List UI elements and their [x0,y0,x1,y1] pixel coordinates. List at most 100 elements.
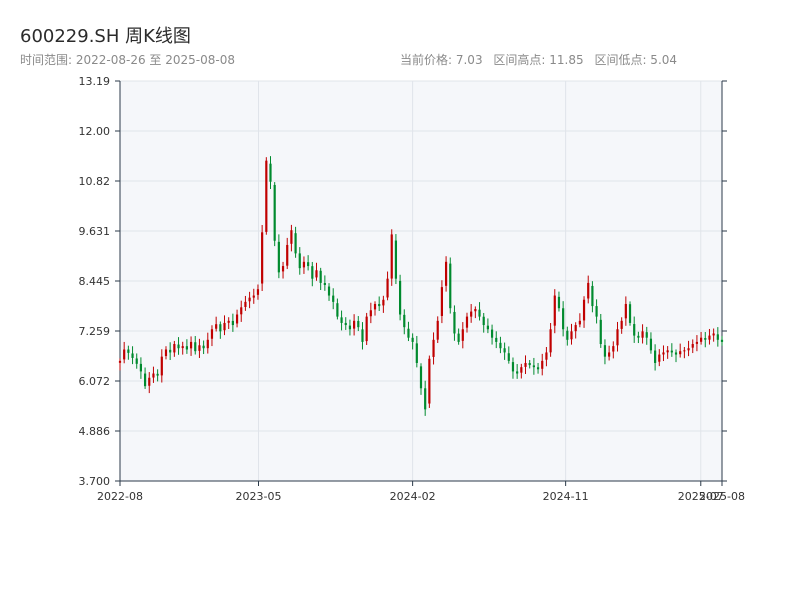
candle-body [357,320,360,328]
candle-body [453,311,456,334]
candle-body [474,309,477,312]
candle-body [557,296,561,309]
candle-body [177,344,180,349]
candle-body [503,348,506,353]
candle-body [248,297,251,302]
candle-body [386,278,389,298]
candle-body [294,233,297,254]
candle-body [532,365,535,368]
candle-body [670,350,673,353]
candle-body [215,324,218,329]
candle-body [290,230,293,244]
candle-body [298,253,301,269]
candle-body [449,263,452,309]
candle-body [628,304,632,323]
candle-body [223,322,226,331]
candle-body [620,320,623,329]
candle-body [444,261,448,286]
y-tick-label: 3.700 [79,475,111,488]
candle-body [160,356,163,376]
candle-body [570,331,573,340]
candle-body [553,295,556,326]
candle-body [574,325,577,332]
y-tick-label: 9.631 [79,225,111,238]
candle-body [261,232,264,284]
candle-body [344,322,347,326]
candle-body [683,350,686,352]
candle-body [415,343,418,363]
candle-body [520,367,523,373]
candle-body [428,358,431,404]
candle-body [633,324,636,336]
candle-body [407,328,410,338]
candle-body [465,316,469,328]
candle-body [269,163,272,182]
candle-body [256,289,260,295]
candle-body [378,303,381,307]
x-tick-label: 2024-11 [543,490,589,503]
candle-body [131,353,134,358]
range-low: 区间低点: 5.04 [594,53,678,67]
candle-body [169,349,172,353]
candle-body [382,299,385,306]
candle-body [164,349,168,357]
candle-body [511,362,515,372]
candle-body [457,333,460,342]
candle-body [490,329,494,338]
candle-body [210,329,214,339]
candle-body [181,346,184,349]
candle-body [507,353,510,361]
candle-body [645,332,648,338]
candle-body [227,320,230,323]
candle-body [403,314,406,328]
y-tick-label: 4.886 [79,425,111,438]
current-price: 当前价格: 7.03 [400,53,483,67]
price-stats: 当前价格: 7.03 区间高点: 11.85 区间低点: 5.04 [400,51,684,68]
candle-body [641,331,644,338]
candle-body [495,337,498,342]
candle-body [123,349,126,360]
candle-body [244,301,247,307]
candle-body [603,345,607,357]
candle-body [323,282,326,286]
x-tick-label: 2024-02 [390,490,436,503]
x-tick-label: 2023-05 [236,490,282,503]
candle-body [499,342,502,349]
candle-body [658,354,661,362]
candle-body [411,337,414,342]
candle-body [649,338,653,351]
candle-body [708,335,711,340]
candle-body [202,345,205,349]
candle-body [127,349,130,353]
x-tick-label: 2025-07 [678,490,724,503]
candle-body [281,266,285,272]
candle-body [528,363,531,366]
candle-body [369,310,372,317]
candle-body [390,234,393,279]
candle-body [302,261,306,268]
candle-body [235,314,239,324]
candle-body [599,319,602,345]
candle-body [712,333,715,336]
x-tick-label: 2025-08 [699,490,745,503]
candle-body [478,309,481,317]
candle-body [461,329,464,341]
candle-body [720,339,724,342]
candle-body [578,320,581,325]
candle-body [582,299,586,321]
candle-body [185,346,188,350]
y-tick-label: 6.072 [79,375,111,388]
x-tick-label: 2022-08 [97,490,143,503]
candle-body [482,316,485,326]
candle-body [541,360,544,369]
y-tick-label: 8.445 [79,275,111,288]
y-tick-label: 7.259 [79,325,111,338]
candle-body [336,303,339,317]
candle-body [662,352,665,355]
y-tick-label: 10.82 [79,175,111,188]
y-tick-label: 13.19 [79,75,111,88]
candle-body [315,270,318,278]
candle-body [612,346,615,352]
y-tick-label: 12.00 [79,125,111,138]
